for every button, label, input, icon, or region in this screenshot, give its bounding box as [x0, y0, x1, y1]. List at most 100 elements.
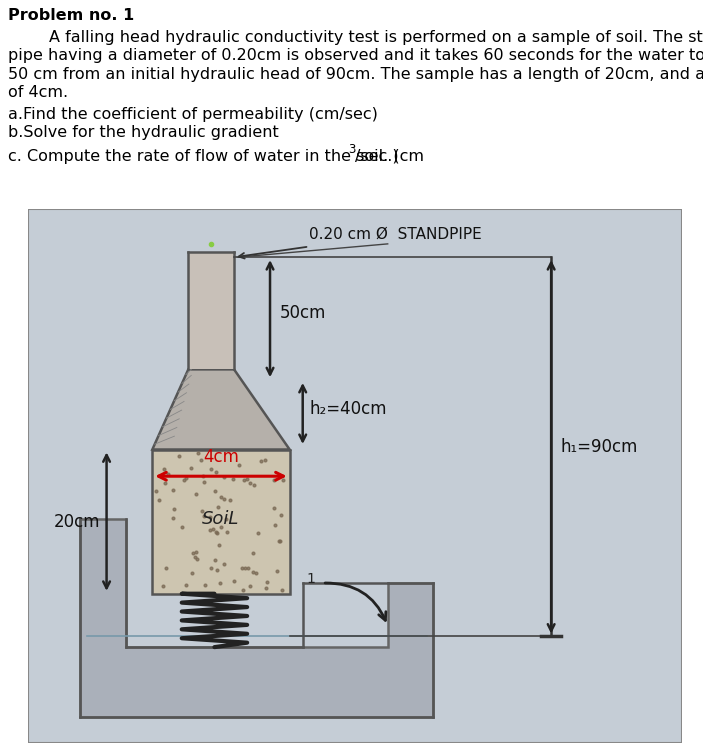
- Point: [162, 468, 174, 480]
- Text: h₁=90cm: h₁=90cm: [561, 438, 638, 456]
- Text: Problem no. 1: Problem no. 1: [8, 7, 134, 22]
- Text: 20cm: 20cm: [53, 512, 100, 530]
- Point: [276, 584, 288, 596]
- Point: [200, 580, 211, 592]
- Point: [205, 562, 217, 574]
- Text: /sec.): /sec.): [355, 149, 399, 164]
- Point: [160, 562, 172, 574]
- Point: [189, 551, 200, 563]
- Point: [210, 466, 221, 478]
- Point: [215, 492, 226, 503]
- Point: [274, 536, 285, 548]
- Point: [278, 474, 289, 486]
- Text: 1: 1: [306, 571, 315, 586]
- Point: [188, 547, 199, 559]
- Point: [207, 523, 219, 535]
- Point: [221, 526, 233, 538]
- Point: [212, 564, 223, 576]
- Point: [167, 484, 179, 496]
- Text: 50 cm from an initial hydraulic head of 90cm. The sample has a length of 20cm, a: 50 cm from an initial hydraulic head of …: [8, 66, 703, 81]
- Point: [150, 486, 162, 498]
- Point: [219, 493, 230, 505]
- Point: [239, 474, 250, 486]
- Point: [250, 567, 262, 579]
- Text: a.Find the coefficient of permeability (cm/sec): a.Find the coefficient of permeability (…: [8, 107, 378, 122]
- Point: [269, 502, 280, 514]
- Point: [205, 524, 216, 536]
- Point: [195, 454, 206, 466]
- Point: [186, 567, 198, 579]
- Point: [198, 477, 209, 489]
- Point: [225, 494, 236, 506]
- Point: [159, 463, 170, 475]
- Point: [275, 509, 286, 521]
- Polygon shape: [80, 519, 434, 716]
- Point: [239, 562, 250, 574]
- Point: [176, 521, 188, 533]
- Text: b.Solve for the hydraulic gradient: b.Solve for the hydraulic gradient: [8, 125, 279, 140]
- Point: [204, 511, 215, 523]
- Point: [252, 527, 263, 539]
- Point: [206, 463, 217, 475]
- Point: [216, 521, 227, 533]
- Point: [167, 512, 179, 524]
- Point: [219, 558, 230, 570]
- Point: [245, 477, 256, 489]
- Text: A falling head hydraulic conductivity test is performed on a sample of soil. The: A falling head hydraulic conductivity te…: [8, 30, 703, 45]
- Point: [247, 566, 258, 578]
- Point: [180, 472, 191, 484]
- Point: [269, 474, 280, 486]
- Point: [243, 562, 254, 574]
- Point: [238, 584, 249, 596]
- Bar: [153, 450, 290, 594]
- Point: [191, 546, 202, 558]
- Text: 50cm: 50cm: [280, 304, 326, 322]
- Point: [157, 580, 168, 592]
- Polygon shape: [153, 370, 290, 450]
- Point: [191, 553, 202, 565]
- Text: 4cm: 4cm: [203, 447, 239, 465]
- Point: [178, 474, 189, 486]
- Point: [260, 582, 271, 594]
- Point: [261, 576, 272, 588]
- Text: of 4cm.: of 4cm.: [8, 85, 68, 100]
- Point: [199, 510, 210, 522]
- Point: [214, 577, 226, 589]
- Point: [228, 473, 239, 485]
- Point: [209, 486, 220, 498]
- Point: [160, 477, 171, 489]
- Point: [236, 562, 247, 574]
- Point: [181, 579, 192, 591]
- Text: 0.20 cm Ø  STANDPIPE: 0.20 cm Ø STANDPIPE: [309, 226, 482, 241]
- Point: [228, 575, 240, 587]
- Point: [244, 580, 255, 592]
- Point: [219, 471, 230, 483]
- Point: [168, 503, 179, 515]
- Point: [221, 512, 232, 524]
- Point: [210, 526, 221, 538]
- Point: [198, 470, 209, 482]
- Point: [214, 539, 225, 551]
- Point: [273, 535, 285, 547]
- Point: [255, 455, 266, 467]
- Point: [174, 450, 185, 462]
- Point: [209, 554, 221, 566]
- Text: 3: 3: [348, 143, 356, 156]
- Text: SoiL: SoiL: [202, 510, 240, 528]
- Point: [185, 462, 196, 474]
- Text: c. Compute the rate of flow of water in the soil. (cm: c. Compute the rate of flow of water in …: [8, 149, 424, 164]
- Point: [153, 494, 165, 506]
- Point: [211, 527, 222, 539]
- Text: h₂=40cm: h₂=40cm: [309, 400, 387, 418]
- Point: [241, 473, 252, 485]
- Point: [247, 547, 258, 559]
- Point: [233, 459, 244, 471]
- Point: [193, 447, 204, 459]
- Point: [196, 505, 207, 517]
- Point: [191, 489, 202, 500]
- Text: pipe having a diameter of 0.20cm is observed and it takes 60 seconds for the wat: pipe having a diameter of 0.20cm is obse…: [8, 49, 703, 63]
- Bar: [188, 252, 234, 370]
- Point: [212, 500, 224, 512]
- Point: [269, 519, 280, 531]
- Point: [272, 565, 283, 577]
